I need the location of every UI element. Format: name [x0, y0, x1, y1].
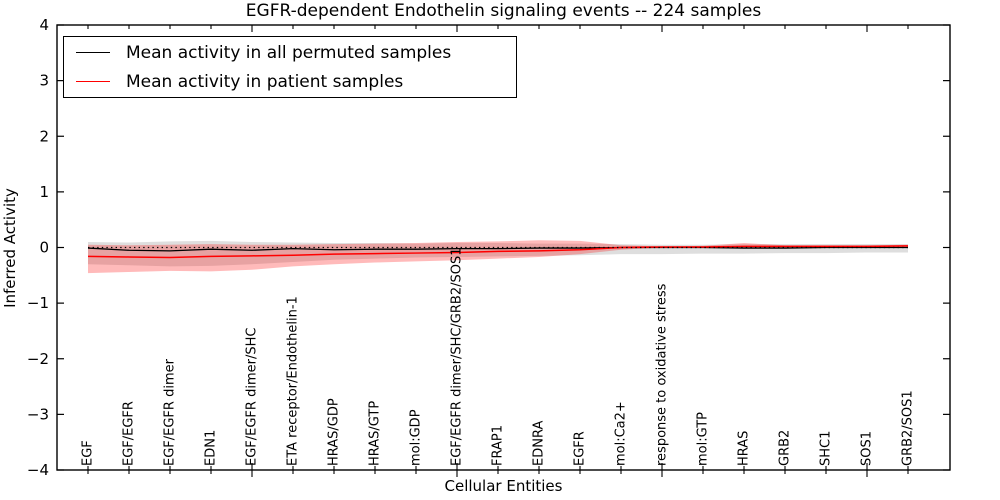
y-tick-label: −1: [27, 294, 49, 312]
x-tick-label: SOS1: [860, 431, 875, 466]
legend: Mean activity in all permuted samples Me…: [63, 36, 517, 98]
legend-label-patient: Mean activity in patient samples: [126, 71, 404, 92]
legend-item-permuted: Mean activity in all permuted samples: [76, 43, 516, 63]
legend-line-permuted: [76, 52, 110, 53]
chart-title: EGFR-dependent Endothelin signaling even…: [245, 1, 762, 21]
y-tick-label: −2: [27, 350, 49, 368]
mean-line-permuted: [87, 246, 908, 252]
x-axis-label: Cellular Entities: [444, 477, 563, 495]
mean-line-patient: [87, 245, 909, 259]
x-tick-labels: EGF EGF/EGFR EGF/EGFR dimer EDN1 EGF/EGFR di…: [81, 248, 916, 467]
y-tick-label: 3: [39, 72, 49, 90]
y-tick-label: 1: [39, 183, 49, 201]
x-tick-label: mol:GTP: [696, 412, 711, 466]
legend-label-permuted: Mean activity in all permuted samples: [126, 42, 452, 63]
plot-border: [56, 24, 951, 471]
x-tick-label: FRAP1: [491, 425, 506, 466]
y-tick-label: 2: [39, 127, 49, 145]
x-tick-label: HRAS: [737, 431, 752, 466]
y-tick-label: −3: [27, 405, 49, 423]
x-tick-label: mol:Ca2+: [614, 401, 629, 466]
legend-line-patient: [76, 81, 110, 82]
x-tick-label: GRB2/SOS1: [901, 390, 916, 466]
legend-item-patient: Mean activity in patient samples: [76, 72, 516, 92]
x-tick-label: EGF/EGFR dimer: [163, 358, 178, 466]
x-tick-label: HRAS/GTP: [368, 401, 383, 466]
y-tick-label: 4: [39, 16, 49, 34]
y-tick-label: −4: [27, 461, 49, 479]
x-tick-label: response to oxidative stress: [655, 283, 670, 466]
x-tick-label: EGF/EGFR dimer/SHC/GRB2/SOS1: [450, 248, 465, 467]
y-tick-label: 0: [39, 239, 49, 257]
x-tick-label: mol:GDP: [409, 409, 424, 466]
series-lines: [87, 245, 909, 259]
x-tick-label: SHC1: [819, 431, 834, 466]
x-tick-label: ETA receptor/Endothelin-1: [286, 296, 301, 466]
x-tick-label: EGF/EGFR: [122, 401, 137, 466]
x-tick-label: EGFR: [573, 431, 588, 466]
x-tick-label: HRAS/GDP: [327, 398, 342, 466]
x-tick-label: EGF: [81, 440, 96, 466]
x-tick-label: EDNRA: [532, 421, 547, 466]
x-tick-label: EGF/EGFR dimer/SHC: [245, 328, 260, 466]
x-tick-label: GRB2: [778, 430, 793, 466]
y-tick-labels: 4 3 2 1 0 −1 −2 −3 −4: [27, 16, 49, 479]
x-tick-label: EDN1: [204, 430, 219, 466]
